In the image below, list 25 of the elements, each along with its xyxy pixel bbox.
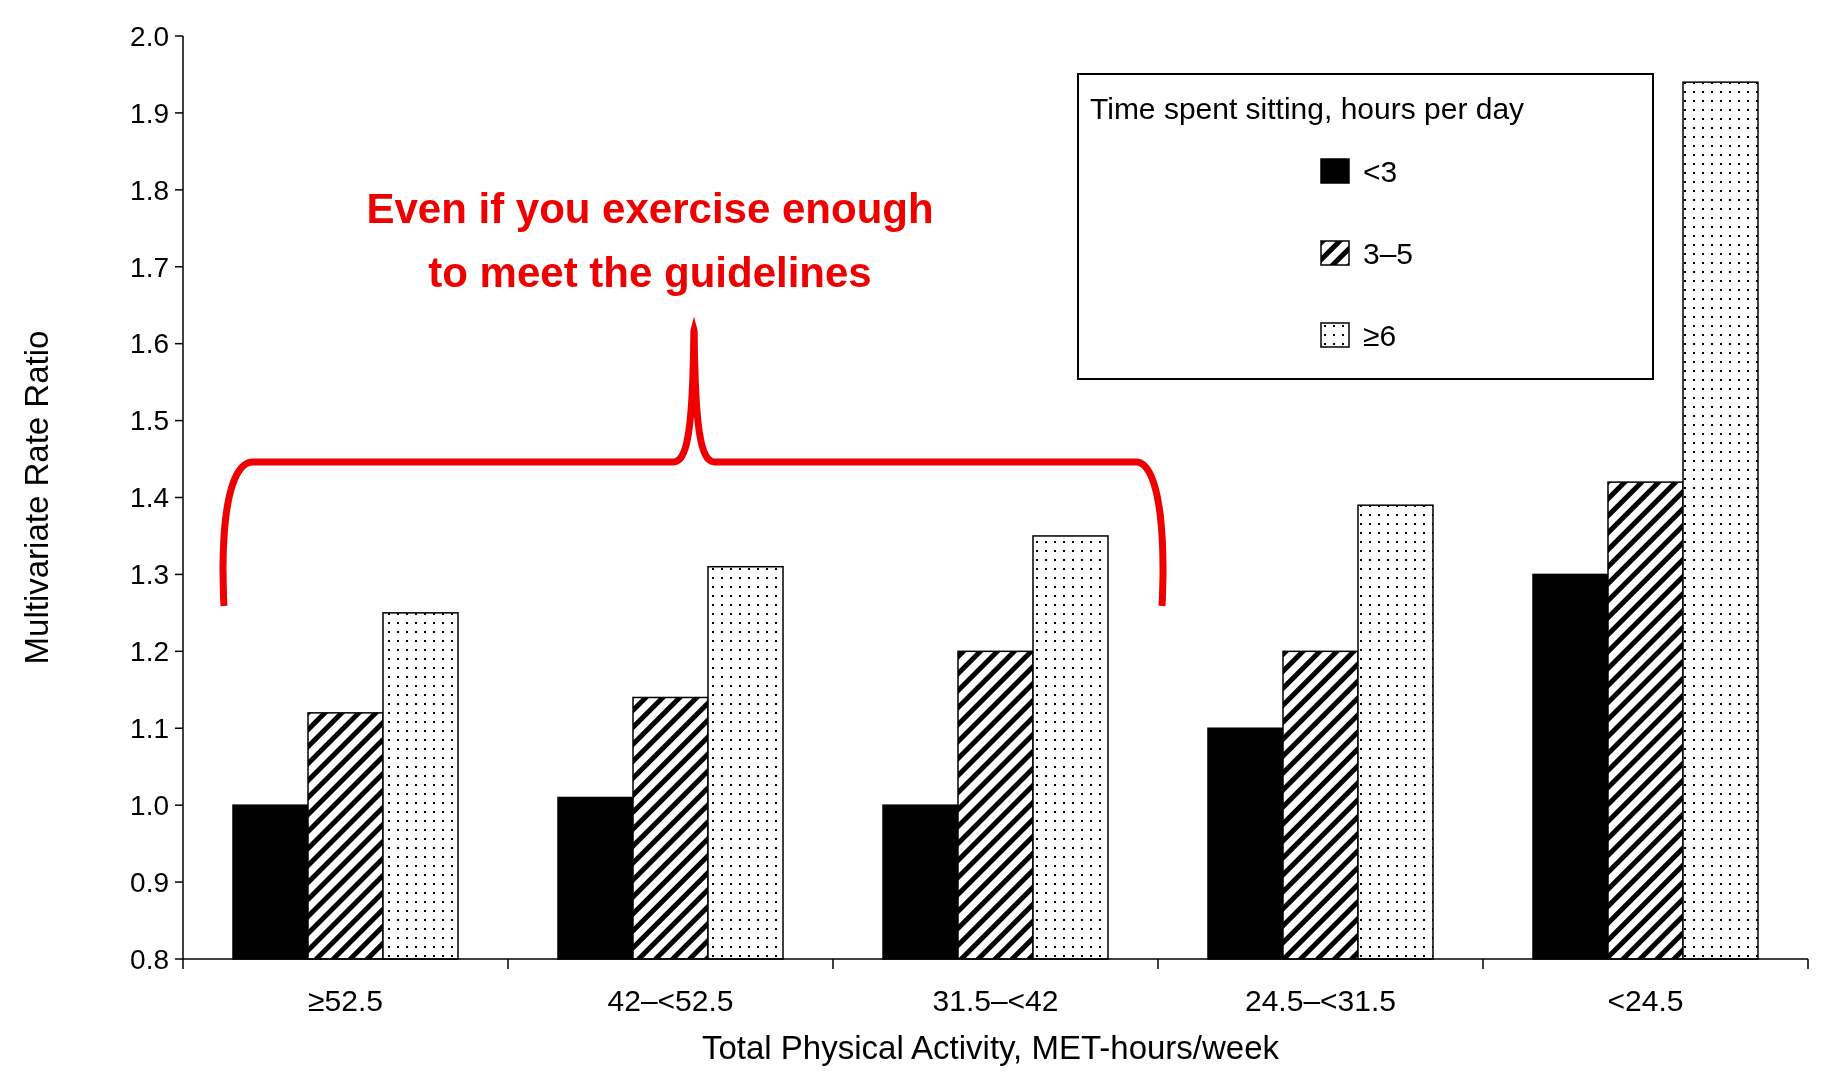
legend-label: ≥6: [1363, 318, 1397, 352]
x-tick-label: <24.5: [1607, 984, 1684, 1017]
legend-label: 3–5: [1363, 236, 1414, 270]
x-tick-label: 24.5–<31.5: [1245, 984, 1396, 1017]
annotation: Even if you exercise enough to meet the guidelines: [366, 185, 934, 296]
y-axis-title: Multivariate Rate Ratio: [18, 330, 55, 665]
y-tick-label: 1.5: [130, 405, 169, 437]
y-tick-label: 0.8: [130, 943, 169, 975]
y-tick-label: 1.9: [130, 97, 169, 129]
legend-label: <3: [1363, 154, 1398, 188]
x-axis-title: Total Physical Activity, MET-hours/week: [701, 1029, 1280, 1066]
x-tick-label: ≥52.5: [308, 984, 383, 1017]
y-tick-label: 1.2: [130, 636, 169, 668]
legend-title: Time spent sitting, hours per day: [1090, 92, 1525, 125]
y-tick-label: 1.4: [130, 482, 169, 514]
y-tick-label: 1.1: [130, 713, 169, 745]
y-tick-label: 1.6: [130, 328, 169, 360]
y-tick-label: 1.0: [130, 789, 169, 821]
y-tick-label: 2.0: [130, 20, 169, 52]
y-tick-label: 1.3: [130, 559, 169, 591]
x-tick-label: 42–<52.5: [607, 984, 734, 1017]
y-tick-label: 0.9: [130, 866, 169, 898]
x-tick-label: 31.5–<42: [932, 984, 1059, 1017]
y-tick-label: 1.8: [130, 174, 169, 206]
y-tick-label: 1.7: [130, 251, 169, 283]
